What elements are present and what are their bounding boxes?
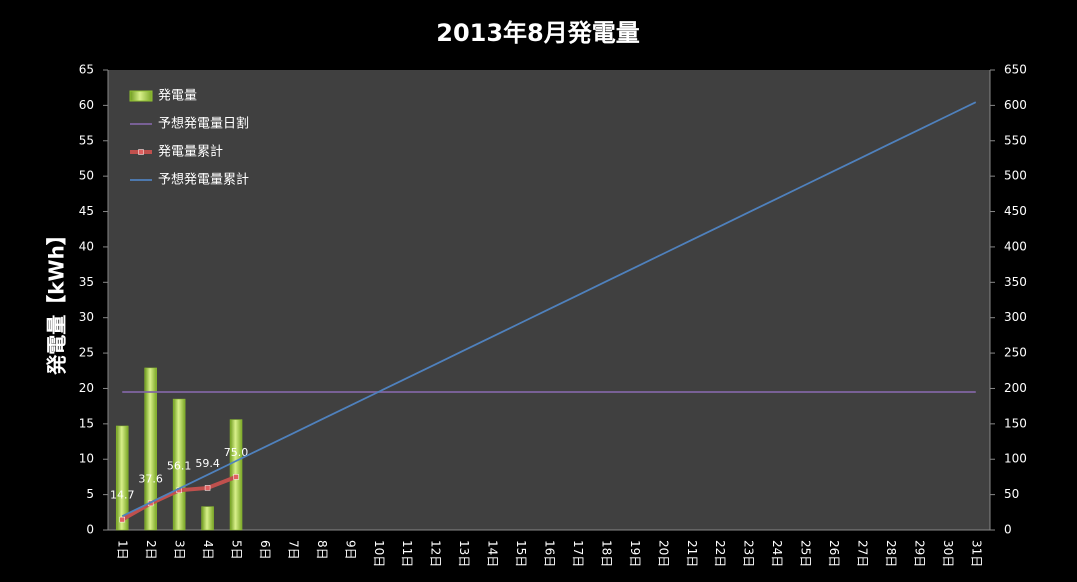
marker: [204, 485, 211, 491]
legend-label: 予想発電量日割: [158, 116, 249, 132]
y-tick-label: 25: [79, 346, 94, 360]
x-tick-label: 30日: [941, 540, 955, 567]
y-tick-label: 10: [79, 452, 94, 466]
x-tick-label: 8日: [315, 540, 329, 560]
x-tick-label: 17日: [571, 540, 585, 567]
line: [121, 101, 977, 518]
y-tick-label: 15: [79, 416, 94, 430]
y-tick-label: 5: [86, 487, 94, 501]
bar: [144, 367, 157, 531]
x-tick-label: 21日: [685, 540, 699, 567]
x-tick-label: 18日: [599, 540, 613, 567]
x-tick-label: 23日: [742, 540, 756, 567]
y2-tick-label: 550: [1004, 133, 1027, 147]
y-tick-label: 55: [79, 133, 94, 147]
x-tick-label: 14日: [486, 540, 500, 567]
x-tick-label: 11日: [400, 540, 414, 567]
data-label: 59.4: [195, 457, 220, 470]
y2-tick-label: 150: [1004, 416, 1027, 430]
x-tick-label: 10日: [372, 540, 386, 567]
y2-tick-label: 300: [1004, 310, 1027, 324]
y-tick-label: 50: [79, 169, 94, 183]
x-tick-label: 16日: [543, 540, 557, 567]
x-tick-label: 24日: [770, 540, 784, 567]
y-axis-label: 発電量【kWh】: [45, 225, 69, 376]
y2-tick-label: 50: [1004, 487, 1019, 501]
chart-title: 2013年8月発電量: [436, 19, 640, 47]
marker: [119, 516, 125, 523]
x-tick-label: 4日: [201, 540, 215, 560]
data-label: 75.0: [224, 446, 249, 459]
x-tick-label: 28日: [884, 540, 898, 567]
x-tick-label: 1日: [116, 540, 130, 560]
y-tick-label: 0: [86, 523, 94, 537]
x-tick-label: 29日: [912, 540, 926, 567]
y2-tick-label: 0: [1004, 523, 1012, 537]
y2-tick-label: 200: [1004, 381, 1027, 395]
x-tick-label: 22日: [713, 540, 727, 567]
marker: [233, 474, 239, 480]
x-tick-label: 19日: [628, 540, 642, 567]
y2-tick-label: 400: [1004, 239, 1027, 253]
x-tick-label: 31日: [969, 540, 983, 567]
y2-tick-label: 450: [1004, 204, 1027, 218]
y2-tick-label: 650: [1004, 63, 1027, 77]
plot-area: [108, 70, 990, 530]
y2-tick-label: 350: [1004, 275, 1027, 289]
y2-tick-label: 250: [1004, 346, 1027, 360]
bar: [201, 506, 214, 531]
x-tick-label: 13日: [457, 540, 471, 567]
y-tick-label: 30: [79, 310, 94, 324]
legend-label: 発電量: [158, 89, 197, 104]
data-label: 56.1: [167, 459, 192, 472]
legend-marker: [138, 149, 144, 155]
x-tick-label: 9日: [343, 540, 357, 560]
x-tick-label: 27日: [855, 540, 869, 567]
legend-label: 予想発電量累計: [158, 172, 249, 188]
x-tick-label: 26日: [827, 540, 841, 567]
x-tick-label: 20日: [656, 540, 670, 567]
data-label: 37.6: [138, 472, 163, 485]
x-tick-label: 6日: [258, 540, 272, 560]
y-tick-label: 60: [79, 98, 94, 112]
y-tick-label: 45: [79, 204, 94, 218]
x-tick-label: 7日: [286, 540, 300, 560]
y2-tick-label: 600: [1004, 98, 1027, 112]
x-tick-label: 3日: [173, 540, 187, 560]
x-tick-label: 15日: [514, 540, 528, 567]
y2-tick-label: 100: [1004, 452, 1027, 466]
x-tick-label: 25日: [799, 540, 813, 567]
bar: [172, 398, 186, 531]
y-tick-label: 65: [79, 63, 94, 77]
legend-label: 発電量累計: [158, 144, 223, 160]
bar: [115, 425, 129, 531]
x-tick-label: 2日: [144, 540, 158, 560]
legend-swatch: [129, 90, 153, 102]
x-tick-label: 5日: [230, 540, 244, 560]
y-tick-label: 40: [79, 239, 94, 253]
y-tick-label: 20: [79, 381, 94, 395]
data-label: 14.7: [110, 489, 135, 502]
x-tick-label: 12日: [429, 540, 443, 567]
y-tick-label: 35: [79, 275, 94, 289]
y2-tick-label: 500: [1004, 169, 1027, 183]
